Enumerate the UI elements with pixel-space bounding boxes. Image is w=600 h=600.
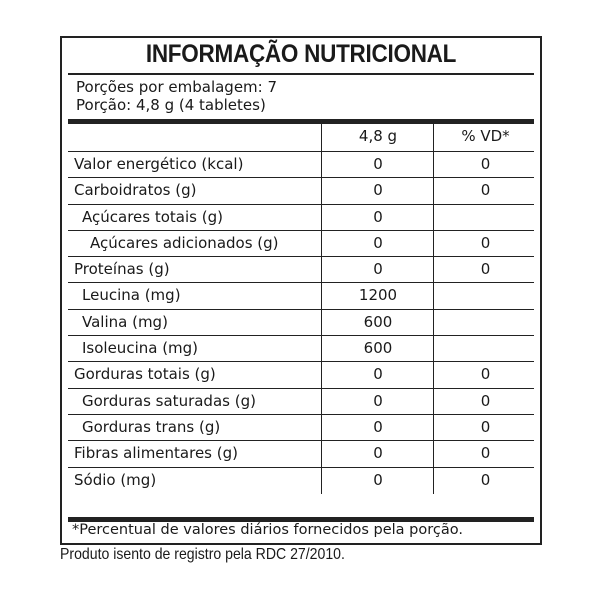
nutrient-label: Carboidratos (g) xyxy=(74,181,197,200)
nutrient-amount: 0 xyxy=(321,230,434,257)
nutrient-amount: 0 xyxy=(321,441,434,467)
nutrient-amount: 0 xyxy=(321,257,434,283)
servings-per-package: Porções por embalagem: 7 xyxy=(76,78,278,96)
nutrient-amount: 0 xyxy=(321,414,434,441)
nutrient-label: Fibras alimentares (g) xyxy=(74,444,238,463)
nutrient-dv: 0 xyxy=(433,414,537,441)
thick-divider xyxy=(68,119,534,124)
nutrient-label: Açúcares adicionados (g) xyxy=(90,233,279,252)
divider xyxy=(68,73,534,75)
nutrient-dv xyxy=(433,336,537,362)
nutrient-amount: 0 xyxy=(321,388,434,414)
header-row: 4,8 g % VD* xyxy=(68,124,534,152)
nutrient-amount: 600 xyxy=(321,309,434,336)
nutrient-dv: 0 xyxy=(433,388,537,414)
nutrient-dv: 0 xyxy=(433,441,537,467)
nutrient-dv: 0 xyxy=(433,467,537,494)
nutrient-amount: 600 xyxy=(321,336,434,362)
nutrient-label: Valor energético (kcal) xyxy=(74,155,244,173)
nutrient-dv xyxy=(433,309,537,336)
nutrient-dv: 0 xyxy=(433,178,537,204)
nutrient-table: 4,8 g % VD* Valor energético (kcal) 0 0 Car… xyxy=(68,124,534,494)
nutrient-dv: 0 xyxy=(433,152,537,178)
nutrient-amount: 0 xyxy=(321,178,434,204)
nutrition-facts-table: INFORMAÇÃO NUTRICIONAL Porções por embal… xyxy=(60,36,542,545)
table-row: Valina (mg) 600 xyxy=(68,309,537,337)
nutrient-dv: 0 xyxy=(433,257,537,283)
nutrient-label: Leucina (mg) xyxy=(82,286,181,305)
table-row: Leucina (mg) 1200 xyxy=(68,283,537,310)
footnote: *Percentual de valores diários fornecido… xyxy=(72,522,463,538)
nutrient-label: Açúcares totais (g) xyxy=(82,207,223,226)
nutrient-amount: 0 xyxy=(321,362,434,388)
table-row: Fibras alimentares (g) 0 0 xyxy=(68,441,537,468)
nutrient-label: Gorduras totais (g) xyxy=(74,365,216,384)
nutrient-label: Gorduras trans (g) xyxy=(82,417,221,436)
table-row: Gorduras trans (g) 0 0 xyxy=(68,414,537,442)
nutrient-label: Isoleucina (mg) xyxy=(82,339,199,358)
table-row: Gorduras saturadas (g) 0 0 xyxy=(68,388,537,415)
table-row: Isoleucina (mg) 600 xyxy=(68,336,537,363)
table-row: Açúcares adicionados (g) 0 0 xyxy=(68,230,537,258)
header-amount: 4,8 g xyxy=(321,124,434,151)
header-dv: % VD* xyxy=(433,124,537,151)
table-row: Sódio (mg) 0 0 xyxy=(68,467,537,494)
nutrient-label: Valina (mg) xyxy=(82,312,168,331)
registration-note: Produto isento de registro pela RDC 27/2… xyxy=(60,546,345,563)
nutrient-dv xyxy=(433,283,537,309)
nutrient-dv: 0 xyxy=(433,362,537,388)
nutrient-amount: 0 xyxy=(321,204,434,230)
nutrient-label: Proteínas (g) xyxy=(74,260,170,279)
table-row: Carboidratos (g) 0 0 xyxy=(68,178,537,205)
nutrient-label: Gorduras saturadas (g) xyxy=(82,391,256,410)
nutrient-amount: 0 xyxy=(321,467,434,494)
nutrient-label: Sódio (mg) xyxy=(74,470,157,489)
nutrient-dv xyxy=(433,204,537,230)
nutrient-amount: 0 xyxy=(321,152,434,178)
thick-divider xyxy=(68,517,534,522)
nutrient-amount: 1200 xyxy=(321,283,434,309)
table-row: Gorduras totais (g) 0 0 xyxy=(68,362,537,389)
table-row: Valor energético (kcal) 0 0 xyxy=(68,152,537,179)
serving-size: Porção: 4,8 g (4 tabletes) xyxy=(76,96,266,114)
table-row: Proteínas (g) 0 0 xyxy=(68,257,537,284)
serving-info: Porções por embalagem: 7 Porção: 4,8 g (… xyxy=(76,78,277,114)
table-row: Açúcares totais (g) 0 xyxy=(68,204,537,231)
table-title: INFORMAÇÃO NUTRICIONAL xyxy=(145,40,457,68)
nutrient-dv: 0 xyxy=(433,230,537,257)
